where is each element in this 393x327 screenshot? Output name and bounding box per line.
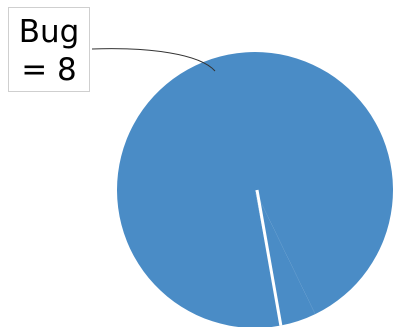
data-label-value: = 8 (21, 52, 77, 88)
pie-slice-other (255, 190, 316, 326)
pie-slice-bug (117, 52, 393, 327)
slice-separator (255, 189, 283, 326)
data-label-category: Bug (18, 14, 80, 50)
label-leader-line (91, 48, 216, 72)
data-label-bug: Bug = 8 (8, 7, 90, 92)
pie-slices (117, 52, 393, 327)
